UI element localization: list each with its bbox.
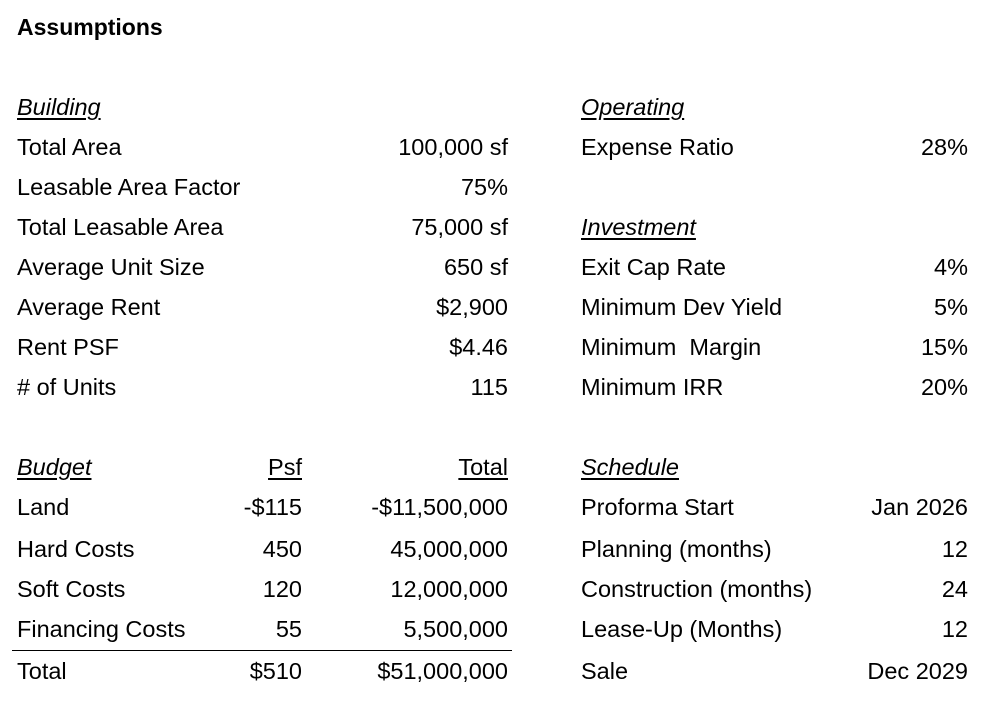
average-unit-size-label: Average Unit Size (17, 254, 205, 280)
minimum-margin-value: 15% (920, 334, 968, 360)
financing-costs-total: 5,500,000 (403, 616, 508, 642)
soft-costs-psf: 120 (262, 576, 302, 602)
minimum-dev-yield-label: Minimum Dev Yield (581, 294, 783, 320)
planning-label: Planning (months) (581, 536, 772, 562)
budget-header: Budget (17, 454, 92, 480)
expense-ratio-value: 28% (920, 134, 968, 160)
land-psf: -$115 (243, 494, 302, 520)
rent-psf-label: Rent PSF (17, 334, 119, 360)
budget-psf-header: Psf (200, 452, 302, 482)
hard-costs-total: 45,000,000 (390, 536, 508, 562)
budget-total-header-text: Total (458, 454, 508, 480)
lease-up-value: 12 (941, 616, 968, 642)
units-count-label: # of Units (17, 374, 117, 400)
soft-costs-label: Soft Costs (17, 576, 126, 602)
units-count-value: 115 (470, 374, 508, 400)
lease-up-label: Lease-Up (Months) (581, 616, 783, 642)
minimum-dev-yield-value: 5% (934, 294, 968, 320)
budget-total-psf: $510 (249, 658, 302, 684)
minimum-margin-label: Minimum Margin (581, 334, 762, 360)
land-label: Land (17, 494, 70, 520)
budget-total-header: Total (320, 452, 508, 482)
building-header: Building (17, 94, 101, 120)
exit-cap-rate-label: Exit Cap Rate (581, 254, 726, 280)
average-unit-size-value: 650 sf (443, 254, 508, 280)
land-total: -$11,500,000 (371, 494, 508, 520)
sale-label: Sale (581, 658, 629, 684)
total-leasable-area-label: Total Leasable Area (17, 214, 224, 240)
financing-costs-psf: 55 (275, 616, 302, 642)
total-area-label: Total Area (17, 134, 122, 160)
exit-cap-rate-value: 4% (934, 254, 968, 280)
construction-label: Construction (months) (581, 576, 813, 602)
investment-header: Investment (581, 214, 696, 240)
average-rent-value: $2,900 (436, 294, 508, 320)
budget-total-rule (12, 650, 512, 651)
schedule-header: Schedule (581, 454, 679, 480)
expense-ratio-label: Expense Ratio (581, 134, 734, 160)
sale-value: Dec 2029 (867, 658, 968, 684)
leasable-area-factor-label: Leasable Area Factor (17, 174, 241, 200)
financing-costs-label: Financing Costs (17, 616, 186, 642)
budget-psf-header-text: Psf (268, 454, 302, 480)
budget-total-label: Total (17, 658, 67, 684)
average-rent-label: Average Rent (17, 294, 161, 320)
total-leasable-area-value: 75,000 sf (411, 214, 508, 240)
proforma-start-label: Proforma Start (581, 494, 734, 520)
hard-costs-label: Hard Costs (17, 536, 135, 562)
construction-value: 24 (941, 576, 968, 602)
hard-costs-psf: 450 (262, 536, 302, 562)
sheet-title: Assumptions (17, 14, 163, 40)
budget-total-amount: $51,000,000 (377, 658, 508, 684)
leasable-area-factor-value: 75% (460, 174, 508, 200)
soft-costs-total: 12,000,000 (390, 576, 508, 602)
operating-header: Operating (581, 94, 685, 120)
minimum-irr-value: 20% (920, 374, 968, 400)
minimum-irr-label: Minimum IRR (581, 374, 724, 400)
total-area-value: 100,000 sf (398, 134, 508, 160)
planning-value: 12 (941, 536, 968, 562)
rent-psf-value: $4.46 (449, 334, 508, 360)
proforma-start-value: Jan 2026 (871, 494, 968, 520)
